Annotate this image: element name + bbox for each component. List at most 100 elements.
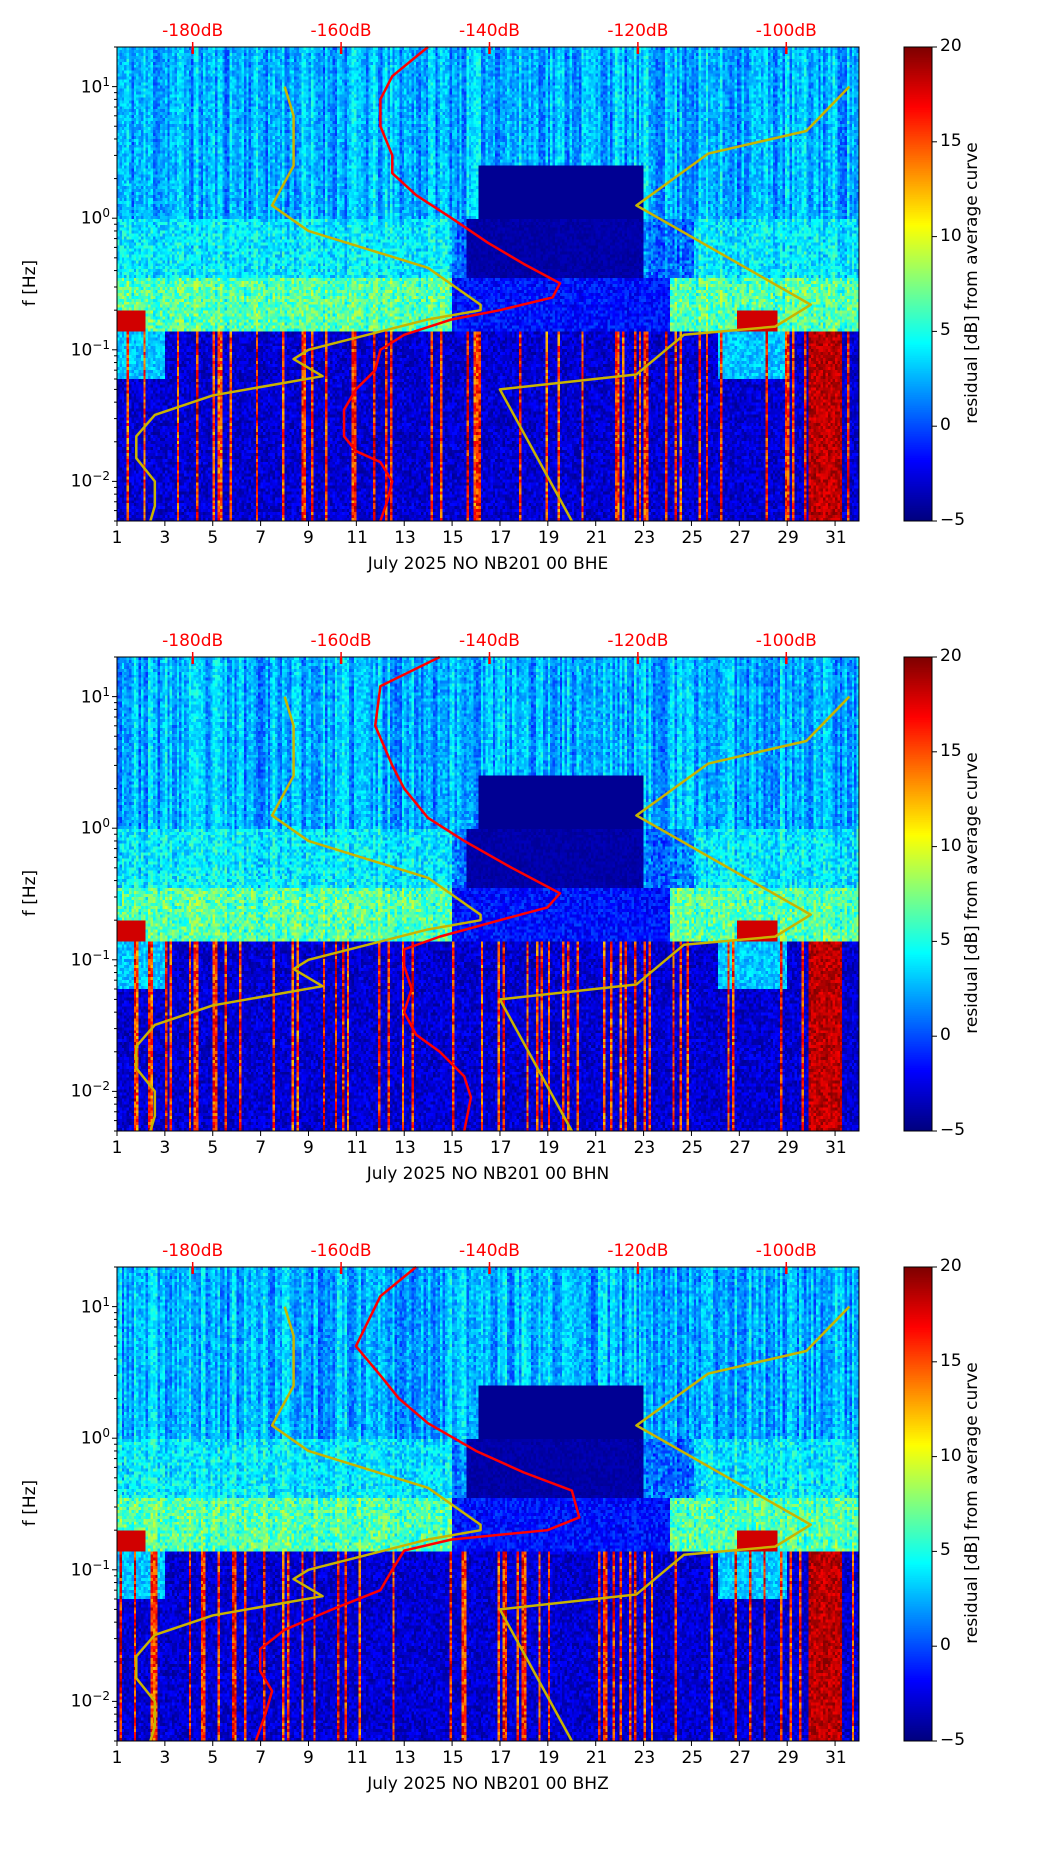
x-axis-label: July 2025 NO NB201 00 BHE [367, 554, 609, 574]
spectrogram-panel-bhz: 1 3 5 7 9 11 13 15 17 19 21 23 25 27 29 31 -180dB -160dB -… [0, 1241, 1052, 1867]
y-tick-exponent: −2 [92, 1689, 110, 1704]
x-tick-label: 7 [255, 1748, 267, 1768]
high-noise-model-line [498, 695, 851, 1132]
spectrogram-image [117, 657, 859, 1131]
y-tick-exponent: 0 [102, 1426, 110, 1441]
plot-frame [116, 46, 860, 522]
x-tick-label: 5 [207, 1138, 219, 1158]
x-tick-label: 5 [207, 528, 219, 548]
y-tick-exponent: 1 [102, 74, 110, 89]
y-tick-base: 10 [70, 1560, 93, 1581]
colorbar-tick-label: 0 [940, 415, 951, 436]
x-tick-label: 15 [442, 1748, 464, 1768]
top-db-tick-label: -140dB [458, 631, 520, 651]
x-tick-label: 1 [111, 528, 123, 548]
y-tick-label: 10−1 [60, 1558, 110, 1581]
x-tick-label: 11 [346, 528, 368, 548]
x-tick-label: 21 [585, 1748, 608, 1768]
x-tick-label: 13 [394, 1748, 416, 1768]
colorbar-tick-label: 20 [940, 36, 962, 56]
x-tick-label: 19 [537, 1138, 560, 1158]
y-tick-base: 10 [70, 472, 93, 493]
x-tick-label: 23 [633, 1748, 656, 1768]
top-db-tick-label: -160dB [310, 21, 372, 41]
y-tick-label: 10−1 [60, 948, 110, 971]
y-axis-label: f [Hz] [20, 869, 40, 917]
x-tick-label: 17 [489, 1748, 512, 1768]
x-tick-label: 11 [346, 1138, 368, 1158]
top-db-tick-label: -180dB [162, 631, 224, 651]
colorbar-tick-label: 20 [940, 646, 962, 666]
x-tick-label: 1 [111, 1748, 123, 1768]
colorbar-tick-label: −5 [940, 510, 966, 530]
x-tick-label: 1 [111, 1138, 123, 1158]
top-db-tick-label: -160dB [310, 631, 372, 651]
y-tick-exponent: 0 [102, 206, 110, 221]
top-db-tick-label: -160dB [310, 1241, 372, 1261]
spectrogram-panel-bhe: 1 3 5 7 9 11 13 15 17 19 21 23 25 27 29 31 -180dB -160dB -… [0, 21, 1052, 647]
spectrogram-image [117, 1267, 859, 1741]
x-tick-label: 25 [681, 1138, 704, 1158]
low-noise-model-line [135, 696, 482, 1132]
top-db-tick-label: -120dB [607, 1241, 669, 1261]
colorbar-label: residual [dB] from average curve [962, 1362, 982, 1644]
y-tick-base: 10 [70, 1082, 93, 1103]
x-tick-label: 23 [633, 1138, 656, 1158]
plot-frame [116, 1266, 860, 1742]
psd-average-curve [342, 46, 562, 522]
psd-average-curve [254, 1266, 581, 1742]
x-tick-label: 23 [633, 528, 656, 548]
y-tick-exponent: −1 [92, 337, 110, 352]
colorbar [904, 47, 932, 521]
top-db-tick-label: -120dB [607, 21, 669, 41]
y-tick-base: 10 [80, 77, 103, 98]
spectrogram-image [117, 47, 859, 521]
x-tick-label: 9 [303, 1138, 314, 1158]
y-tick-base: 10 [80, 1297, 103, 1318]
y-tick-base: 10 [70, 1692, 93, 1713]
x-tick-label: 31 [825, 1748, 847, 1768]
y-tick-base: 10 [80, 1428, 103, 1449]
chart-overlay [112, 42, 937, 526]
top-db-tick-label: -180dB [162, 21, 224, 41]
top-db-tick-label: -140dB [458, 1241, 520, 1261]
colorbar-tick-label: 5 [940, 1540, 951, 1561]
x-tick-label: 11 [346, 1748, 368, 1768]
colorbar-tick-label: 20 [940, 1256, 962, 1276]
x-tick-label: 25 [681, 528, 704, 548]
colorbar-tick-label: 10 [940, 225, 962, 246]
low-noise-model-line [135, 1306, 482, 1742]
y-tick-label: 101 [60, 685, 110, 708]
y-tick-exponent: 1 [102, 1294, 110, 1309]
x-tick-label: 29 [777, 528, 799, 548]
y-tick-base: 10 [70, 340, 93, 361]
colorbar [904, 1267, 932, 1741]
high-noise-model-line [498, 85, 851, 522]
x-tick-label: 13 [394, 528, 416, 548]
y-tick-label: 10−2 [60, 469, 110, 492]
x-tick-label: 3 [159, 1748, 171, 1768]
colorbar-frame [903, 1266, 933, 1742]
x-tick-label: 9 [303, 528, 314, 548]
plot-frame [116, 656, 860, 1132]
y-tick-label: 10−2 [60, 1689, 110, 1712]
x-tick-label: 21 [585, 528, 608, 548]
y-tick-base: 10 [70, 950, 93, 971]
chart-overlay [112, 652, 937, 1136]
y-tick-label: 101 [60, 1295, 110, 1318]
x-tick-label: 5 [207, 1748, 219, 1768]
colorbar [904, 657, 932, 1131]
y-tick-label: 100 [60, 816, 110, 839]
x-tick-label: 19 [537, 528, 560, 548]
y-tick-exponent: −2 [92, 1079, 110, 1094]
y-tick-base: 10 [80, 208, 103, 229]
psd-average-curve [373, 655, 562, 1132]
top-db-tick-label: -100dB [755, 21, 817, 41]
colorbar-tick-label: 15 [940, 130, 962, 151]
x-tick-label: 15 [442, 528, 464, 548]
y-tick-label: 10−1 [60, 338, 110, 361]
x-tick-label: 27 [729, 1748, 751, 1768]
x-tick-label: 3 [159, 1138, 171, 1158]
colorbar-tick-label: 15 [940, 740, 962, 761]
x-tick-label: 27 [729, 1138, 751, 1158]
